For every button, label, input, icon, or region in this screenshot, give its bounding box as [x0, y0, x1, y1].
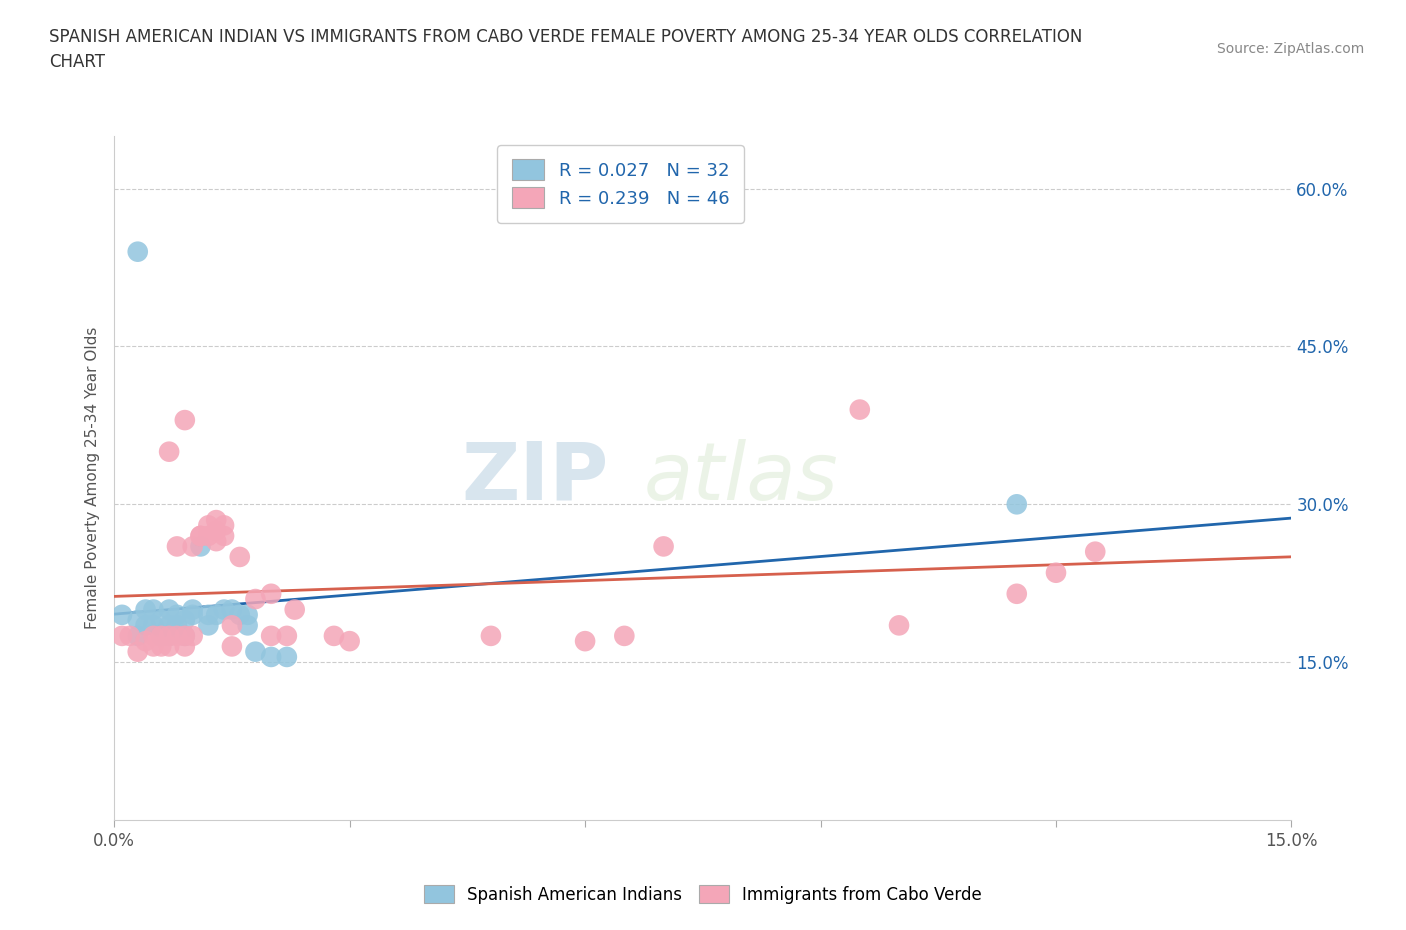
Point — [613, 629, 636, 644]
Legend: Spanish American Indians, Immigrants from Cabo Verde: Spanish American Indians, Immigrants fro… — [411, 871, 995, 917]
Point — [284, 602, 307, 617]
Point — [205, 512, 228, 527]
Point — [190, 539, 212, 554]
Point — [849, 402, 872, 417]
Point — [150, 639, 173, 654]
Point — [479, 629, 502, 644]
Point — [197, 607, 219, 622]
Text: Source: ZipAtlas.com: Source: ZipAtlas.com — [1216, 42, 1364, 56]
Point — [173, 639, 195, 654]
Point — [229, 550, 252, 565]
Point — [150, 629, 173, 644]
Point — [574, 633, 596, 648]
Point — [166, 629, 188, 644]
Point — [245, 644, 267, 659]
Point — [212, 518, 235, 533]
Point — [197, 518, 219, 533]
Point — [205, 607, 228, 622]
Point — [111, 629, 134, 644]
Point — [157, 618, 180, 632]
Point — [135, 618, 157, 632]
Point — [652, 539, 675, 554]
Point — [150, 613, 173, 628]
Point — [260, 649, 283, 664]
Point — [181, 539, 204, 554]
Point — [142, 602, 165, 617]
Text: ZIP: ZIP — [461, 439, 609, 517]
Point — [157, 629, 180, 644]
Point — [173, 629, 195, 644]
Point — [127, 629, 149, 644]
Point — [181, 607, 204, 622]
Point — [221, 639, 243, 654]
Point — [150, 629, 173, 644]
Point — [157, 629, 180, 644]
Point — [111, 607, 134, 622]
Point — [135, 633, 157, 648]
Point — [181, 629, 204, 644]
Point — [276, 629, 298, 644]
Point — [135, 602, 157, 617]
Point — [142, 618, 165, 632]
Point — [190, 528, 212, 543]
Point — [205, 524, 228, 538]
Point — [197, 618, 219, 632]
Point — [260, 586, 283, 601]
Point — [229, 607, 252, 622]
Point — [245, 591, 267, 606]
Point — [197, 528, 219, 543]
Point — [221, 618, 243, 632]
Point — [173, 613, 195, 628]
Point — [173, 629, 195, 644]
Point — [142, 639, 165, 654]
Point — [276, 649, 298, 664]
Point — [142, 629, 165, 644]
Point — [1005, 586, 1028, 601]
Point — [118, 629, 141, 644]
Point — [157, 639, 180, 654]
Point — [323, 629, 346, 644]
Point — [166, 618, 188, 632]
Text: atlas: atlas — [644, 439, 839, 517]
Point — [1005, 497, 1028, 512]
Y-axis label: Female Poverty Among 25-34 Year Olds: Female Poverty Among 25-34 Year Olds — [86, 326, 100, 630]
Point — [157, 445, 180, 459]
Point — [339, 633, 361, 648]
Point — [260, 629, 283, 644]
Point — [127, 245, 149, 259]
Point — [205, 534, 228, 549]
Point — [221, 602, 243, 617]
Point — [181, 602, 204, 617]
Point — [236, 618, 259, 632]
Point — [166, 607, 188, 622]
Point — [236, 607, 259, 622]
Point — [212, 528, 235, 543]
Text: SPANISH AMERICAN INDIAN VS IMMIGRANTS FROM CABO VERDE FEMALE POVERTY AMONG 25-34: SPANISH AMERICAN INDIAN VS IMMIGRANTS FR… — [49, 28, 1083, 71]
Point — [887, 618, 910, 632]
Legend: R = 0.027   N = 32, R = 0.239   N = 46: R = 0.027 N = 32, R = 0.239 N = 46 — [498, 145, 744, 223]
Point — [1045, 565, 1067, 580]
Point — [190, 528, 212, 543]
Point — [157, 602, 180, 617]
Point — [127, 613, 149, 628]
Point — [127, 644, 149, 659]
Point — [173, 413, 195, 428]
Point — [166, 539, 188, 554]
Point — [212, 602, 235, 617]
Point — [1084, 544, 1107, 559]
